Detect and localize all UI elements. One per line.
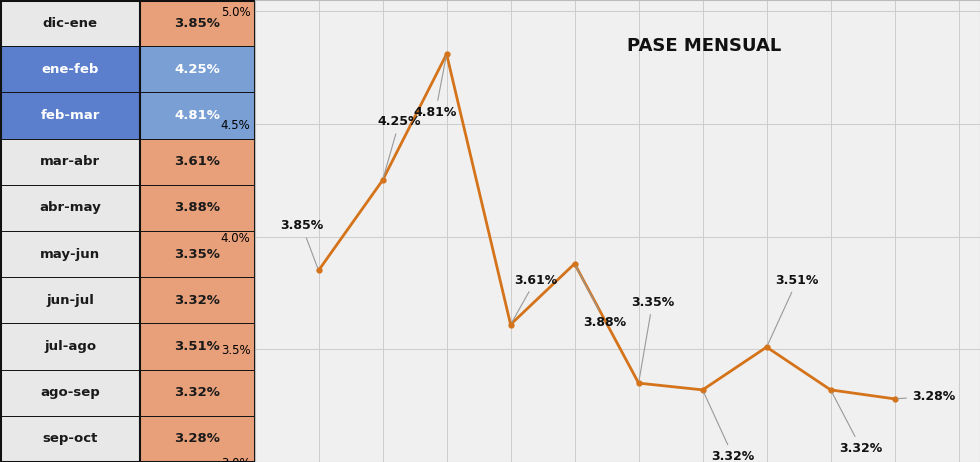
Text: may-jun: may-jun xyxy=(40,248,100,261)
Text: ago-sep: ago-sep xyxy=(40,386,100,399)
Bar xyxy=(0,92,140,139)
Text: jul-ago: jul-ago xyxy=(44,340,96,353)
Text: 3.35%: 3.35% xyxy=(631,296,674,380)
Bar xyxy=(140,231,255,277)
Text: 4.25%: 4.25% xyxy=(174,63,220,76)
Text: feb-mar: feb-mar xyxy=(40,109,100,122)
Text: 3.85%: 3.85% xyxy=(174,17,220,30)
Text: 4.25%: 4.25% xyxy=(377,116,421,177)
Bar xyxy=(0,185,140,231)
Bar xyxy=(0,231,140,277)
Bar xyxy=(140,92,255,139)
Bar xyxy=(0,323,140,370)
Text: jun-jul: jun-jul xyxy=(46,294,94,307)
Bar xyxy=(140,185,255,231)
Text: 3.88%: 3.88% xyxy=(174,201,220,214)
Text: sep-oct: sep-oct xyxy=(42,432,98,445)
Text: 3.85%: 3.85% xyxy=(280,219,323,268)
Bar xyxy=(0,416,140,462)
Text: 3.28%: 3.28% xyxy=(898,389,956,402)
Bar xyxy=(0,277,140,323)
Bar xyxy=(140,0,255,46)
Text: PASE MENSUAL: PASE MENSUAL xyxy=(627,37,781,55)
Text: 4.81%: 4.81% xyxy=(414,57,457,119)
Bar xyxy=(0,139,140,185)
Text: 3.61%: 3.61% xyxy=(174,155,220,168)
Bar xyxy=(140,370,255,416)
Bar xyxy=(140,323,255,370)
Bar xyxy=(140,277,255,323)
Text: 4.81%: 4.81% xyxy=(174,109,220,122)
Bar xyxy=(0,0,140,46)
Bar xyxy=(0,370,140,416)
Text: abr-may: abr-may xyxy=(39,201,101,214)
Bar xyxy=(0,46,140,92)
Bar xyxy=(140,46,255,92)
Text: 3.35%: 3.35% xyxy=(174,248,220,261)
Text: 3.32%: 3.32% xyxy=(174,386,220,399)
Text: ene-feb: ene-feb xyxy=(41,63,99,76)
Text: 3.51%: 3.51% xyxy=(174,340,220,353)
Text: mar-abr: mar-abr xyxy=(40,155,100,168)
Text: 3.32%: 3.32% xyxy=(174,294,220,307)
Bar xyxy=(140,416,255,462)
Text: 3.51%: 3.51% xyxy=(767,274,819,345)
Text: 3.61%: 3.61% xyxy=(512,274,558,322)
Text: 3.32%: 3.32% xyxy=(704,392,755,462)
Bar xyxy=(140,139,255,185)
Text: 3.32%: 3.32% xyxy=(832,392,883,455)
Text: 3.88%: 3.88% xyxy=(576,266,627,328)
Text: 3.28%: 3.28% xyxy=(174,432,220,445)
Text: dic-ene: dic-ene xyxy=(42,17,97,30)
